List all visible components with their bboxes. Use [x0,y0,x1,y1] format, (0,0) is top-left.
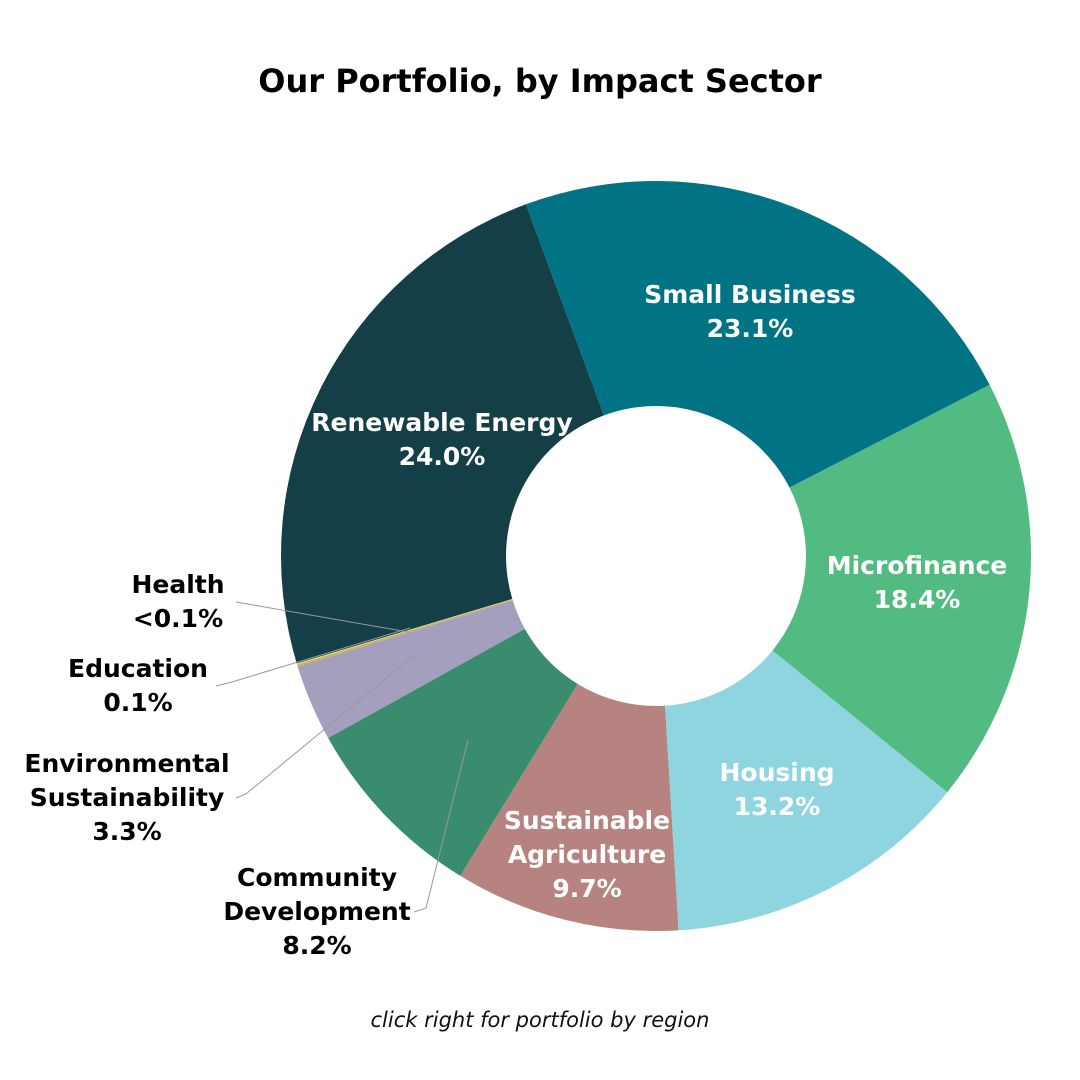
category-label: Microfinance [826,551,1008,580]
wedge [297,600,525,739]
leader-line [413,739,469,913]
slice-label: Environmental Sustainability 3.3% [7,747,247,849]
wedge [525,180,990,488]
slice-label: Microfinance 18.4% [797,549,1037,617]
slice-label: Health <0.1% [78,568,278,636]
wedge [297,599,513,667]
footnote: click right for portfolio by region [370,1008,710,1032]
category-label: Sustainable Agriculture [503,806,671,869]
slice-label: Sustainable Agriculture 9.7% [487,804,687,906]
category-label: Renewable Energy [311,408,573,437]
leader-line [235,651,419,799]
value-label: 3.3% [92,817,162,846]
wedge [772,384,1031,793]
slice-label: Education 0.1% [38,652,238,720]
value-label: 9.7% [552,874,622,903]
category-label: Small Business [644,280,856,309]
wedge [460,683,679,931]
value-label: 8.2% [282,931,352,960]
wedge [281,204,604,664]
value-label: <0.1% [132,604,224,633]
value-label: 13.2% [733,792,821,821]
category-label: Community Development [223,863,411,926]
value-label: 0.1% [103,688,173,717]
category-label: Housing [719,758,835,787]
category-label: Health [131,570,225,599]
wedge [328,628,578,876]
leader-lines [215,601,469,913]
leader-line [235,601,409,633]
category-label: Education [68,654,208,683]
slice-label: Housing 13.2% [657,756,897,824]
leader-line [215,627,411,687]
chart-title: Our Portfolio, by Impact Sector [258,62,822,100]
value-label: 18.4% [873,585,961,614]
value-label: 23.1% [706,314,794,343]
slice-label: Community Development 8.2% [207,861,427,963]
wedge [665,650,948,931]
slice-label: Small Business 23.1% [630,278,870,346]
slice-label: Renewable Energy 24.0% [292,406,592,474]
value-label: 24.0% [398,442,486,471]
category-label: Environmental Sustainability [24,749,230,812]
